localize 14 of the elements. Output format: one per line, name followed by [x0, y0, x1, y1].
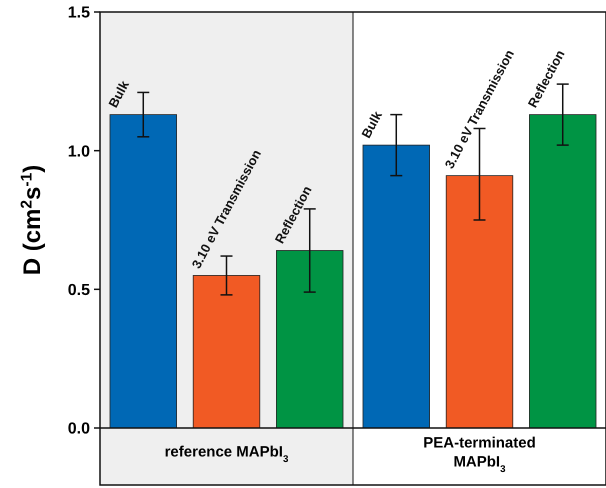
bar — [362, 144, 430, 428]
y-tick-label: 0.5 — [68, 282, 90, 299]
x-tick-label: PEA-terminated MAPbI$_{3}$ — [423, 434, 536, 475]
y-tick-label: 1.5 — [68, 4, 90, 22]
bar — [192, 275, 260, 428]
y-tick-label: 1.0 — [68, 143, 90, 160]
bar — [446, 175, 514, 428]
y-tick-label: 0.0 — [68, 420, 90, 438]
text: Bulk — [105, 78, 132, 110]
x-tick-label: reference MAPbI$_{3}$ — [164, 444, 289, 465]
bar — [110, 114, 177, 428]
bar — [276, 250, 344, 428]
text: Bulk — [358, 108, 386, 141]
bar — [529, 114, 596, 428]
